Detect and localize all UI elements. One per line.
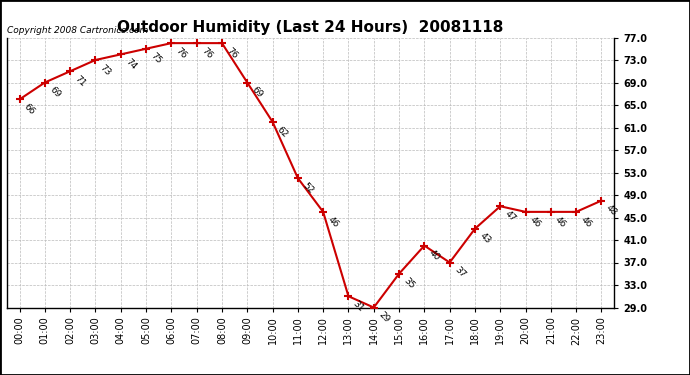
Text: Copyright 2008 Cartronics.com: Copyright 2008 Cartronics.com xyxy=(7,26,148,35)
Text: 48: 48 xyxy=(604,203,619,218)
Text: 62: 62 xyxy=(275,124,290,139)
Text: 37: 37 xyxy=(453,265,467,280)
Text: 43: 43 xyxy=(477,231,492,246)
Text: 69: 69 xyxy=(48,85,62,100)
Text: 46: 46 xyxy=(579,214,593,229)
Text: 31: 31 xyxy=(351,299,366,314)
Text: 46: 46 xyxy=(529,214,543,229)
Text: 76: 76 xyxy=(225,46,239,60)
Title: Outdoor Humidity (Last 24 Hours)  20081118: Outdoor Humidity (Last 24 Hours) 2008111… xyxy=(117,20,504,35)
Text: 75: 75 xyxy=(149,51,164,66)
Text: 40: 40 xyxy=(427,248,442,263)
Text: 29: 29 xyxy=(377,310,391,325)
Text: 46: 46 xyxy=(553,214,568,229)
Text: 35: 35 xyxy=(402,276,416,291)
Text: 71: 71 xyxy=(73,74,88,88)
Text: 47: 47 xyxy=(503,209,518,224)
Text: 76: 76 xyxy=(199,46,214,60)
Text: 74: 74 xyxy=(124,57,138,72)
Text: 69: 69 xyxy=(250,85,264,100)
Text: 52: 52 xyxy=(301,181,315,195)
Text: 76: 76 xyxy=(174,46,188,60)
Text: 66: 66 xyxy=(22,102,37,117)
Text: 46: 46 xyxy=(326,214,340,229)
Text: 73: 73 xyxy=(98,63,112,77)
